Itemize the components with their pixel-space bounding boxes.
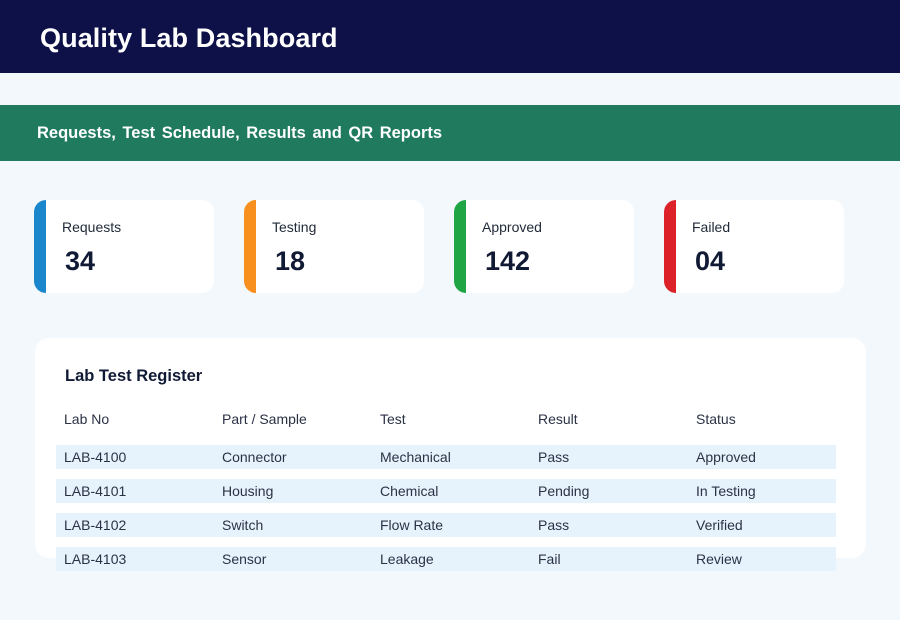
- stat-label-testing: Testing: [272, 219, 317, 235]
- cell-part-sample: Housing: [222, 483, 274, 499]
- cell-status: Approved: [696, 449, 756, 465]
- column-header-result: Result: [538, 411, 578, 427]
- stat-accent-failed: [664, 200, 676, 293]
- cell-result: Pass: [538, 517, 570, 533]
- stat-accent-approved: [454, 200, 466, 293]
- table-row[interactable]: LAB-4101 Housing Chemical Pending In Tes…: [56, 479, 836, 503]
- stat-accent-requests: [34, 200, 46, 293]
- column-header-test: Test: [380, 411, 406, 427]
- stat-label-approved: Approved: [482, 219, 542, 235]
- cell-lab-no: LAB-4103: [64, 551, 127, 567]
- top-header-bar: Quality Lab Dashboard: [0, 0, 900, 73]
- cell-test: Leakage: [380, 551, 434, 567]
- cell-test: Mechanical: [380, 449, 451, 465]
- cell-part-sample: Sensor: [222, 551, 267, 567]
- cell-status: Review: [696, 551, 742, 567]
- cell-status: In Testing: [696, 483, 756, 499]
- table-row[interactable]: LAB-4102 Switch Flow Rate Pass Verified: [56, 513, 836, 537]
- stat-label-requests: Requests: [62, 219, 122, 235]
- cell-result: Pass: [538, 449, 570, 465]
- section-banner: Requests, Test Schedule, Results and QR …: [0, 105, 900, 161]
- column-header-part-sample: Part / Sample: [222, 411, 307, 427]
- cell-result: Pending: [538, 483, 590, 499]
- cell-test: Flow Rate: [380, 517, 444, 533]
- stat-value-requests: 34: [65, 246, 96, 276]
- stat-accent-testing: [244, 200, 256, 293]
- cell-result: Fail: [538, 551, 561, 567]
- stat-value-failed: 04: [695, 246, 726, 276]
- cell-test: Chemical: [380, 483, 439, 499]
- stat-card-testing[interactable]: Testing 18: [244, 200, 424, 293]
- cell-part-sample: Switch: [222, 517, 264, 533]
- column-header-lab-no: Lab No: [64, 411, 110, 427]
- cell-lab-no: LAB-4102: [64, 517, 127, 533]
- table-row[interactable]: LAB-4100 Connector Mechanical Pass Appro…: [56, 445, 836, 469]
- cell-status: Verified: [696, 517, 743, 533]
- stat-card-requests[interactable]: Requests 34: [34, 200, 214, 293]
- cell-part-sample: Connector: [222, 449, 287, 465]
- banner-text: Requests, Test Schedule, Results and QR …: [37, 124, 443, 142]
- cell-lab-no: LAB-4101: [64, 483, 127, 499]
- stat-card-approved[interactable]: Approved 142: [454, 200, 634, 293]
- table-row[interactable]: LAB-4103 Sensor Leakage Fail Review: [56, 547, 836, 571]
- column-header-status: Status: [696, 411, 736, 427]
- stat-card-failed[interactable]: Failed 04: [664, 200, 844, 293]
- stat-value-testing: 18: [275, 246, 306, 276]
- page-title: Quality Lab Dashboard: [40, 23, 338, 53]
- stat-label-failed: Failed: [692, 219, 731, 235]
- cell-lab-no: LAB-4100: [64, 449, 127, 465]
- register-title: Lab Test Register: [65, 367, 203, 385]
- stat-value-approved: 142: [485, 246, 531, 276]
